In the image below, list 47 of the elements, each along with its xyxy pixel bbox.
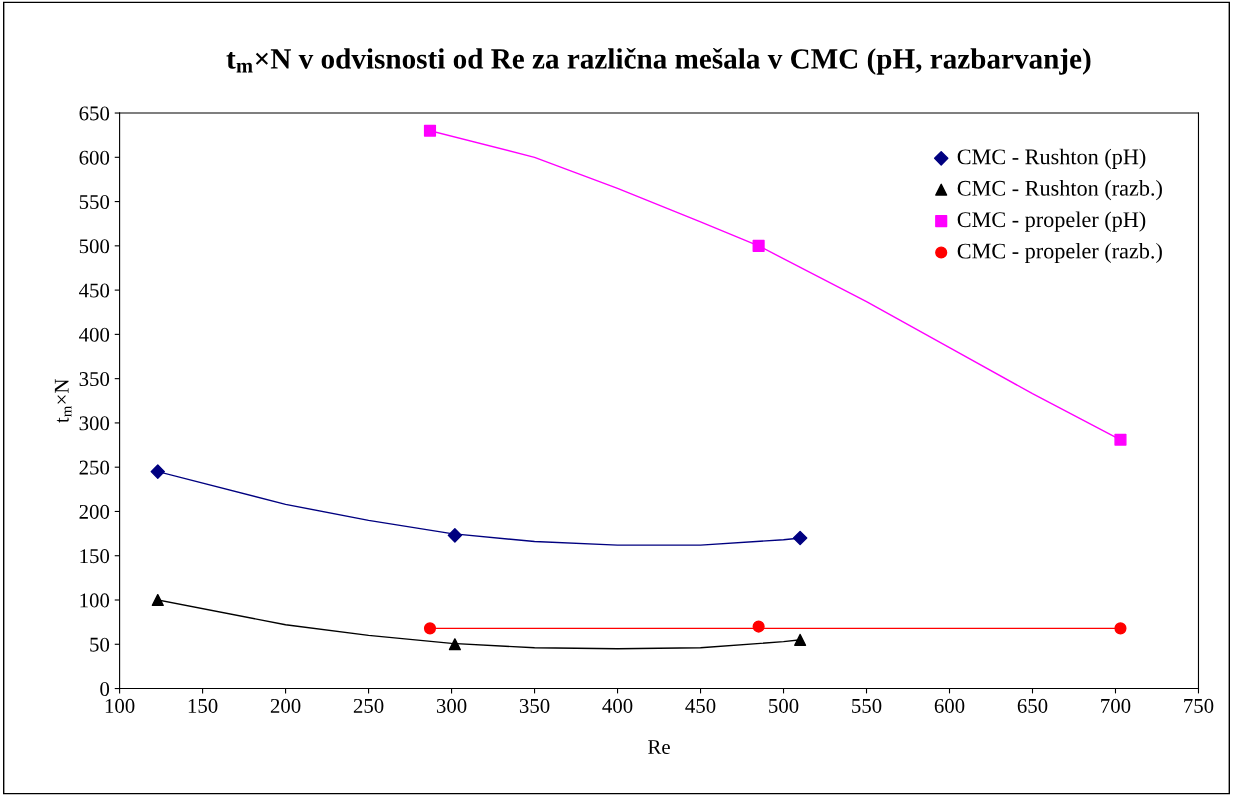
legend-label: CMC - Rushton (razb.) — [957, 180, 1162, 201]
x-tick-label: 700 — [1101, 698, 1131, 713]
point — [448, 638, 461, 651]
legend-label: CMC - propeler (razb.) — [957, 242, 1162, 264]
y-tick-label: 600 — [79, 150, 110, 165]
point — [752, 239, 765, 252]
point — [423, 622, 437, 635]
point — [1114, 622, 1127, 635]
y-tick-label: 350 — [79, 372, 110, 387]
point — [1114, 433, 1127, 446]
y-tick-label: 400 — [79, 327, 110, 342]
y-tick-label: 300 — [79, 416, 110, 431]
y-tick-label: 200 — [79, 504, 110, 519]
x-axis-title: Re — [648, 740, 670, 755]
y-tick-label: 450 — [79, 283, 110, 298]
x-tick-label: 300 — [436, 698, 467, 713]
chart-title: t$_{m}$×N v odvisnosti od Re za različna mešala v CMC (pH, razbarvanje) — [226, 47, 1091, 75]
y-tick-label: 100 — [80, 593, 110, 608]
point — [792, 530, 808, 546]
y-tick-label: 650 — [79, 106, 110, 121]
legend-label: CMC - Rushton (pH) — [957, 148, 1146, 169]
x-tick-label: 500 — [769, 698, 799, 713]
point — [794, 633, 807, 646]
x-tick-label: 350 — [519, 698, 550, 713]
y-tick-label: 0 — [100, 681, 110, 696]
legend-label: CMC - propeler (pH) — [957, 211, 1146, 232]
x-tick-label: 100 — [105, 698, 135, 713]
x-tick-label: 250 — [353, 698, 384, 713]
x-tick-label: 650 — [1017, 698, 1048, 713]
point — [423, 124, 437, 137]
y-tick-label: 550 — [79, 194, 110, 209]
x-tick-label: 550 — [852, 698, 882, 713]
y-tick-label: 250 — [79, 460, 110, 475]
x-tick-label: 150 — [188, 698, 218, 713]
y-tick-label: 50 — [90, 637, 110, 652]
x-tick-label: 200 — [270, 698, 301, 713]
y-axis-title: t$_{m}$×N — [54, 378, 72, 423]
y-tick-label: 150 — [80, 549, 110, 564]
y-tick-label: 500 — [79, 239, 110, 254]
point — [447, 528, 463, 543]
x-tick-label: 450 — [685, 698, 716, 713]
x-tick-label: 400 — [602, 698, 633, 713]
x-tick-label: 600 — [934, 698, 965, 713]
point — [150, 464, 166, 479]
point — [151, 593, 164, 607]
x-tick-label: 750 — [1184, 698, 1214, 713]
point — [752, 620, 765, 633]
